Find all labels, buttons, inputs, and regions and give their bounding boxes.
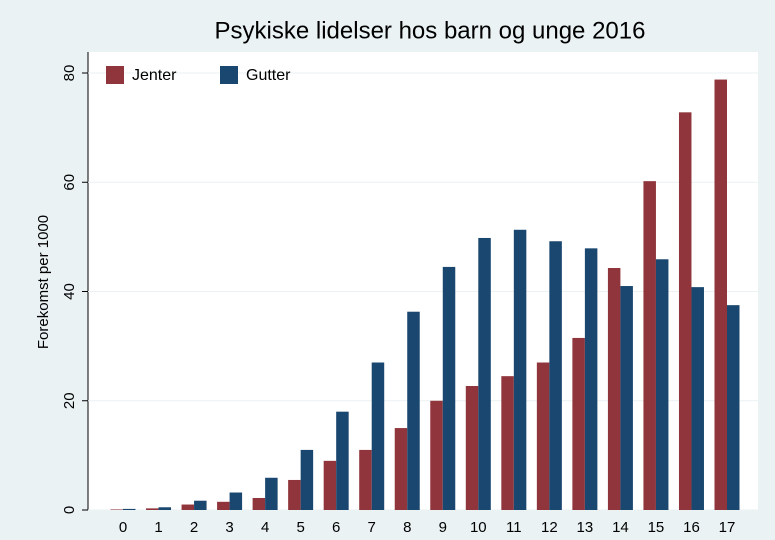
- y-tick-label: 0: [61, 506, 78, 514]
- x-tick-label: 9: [439, 519, 447, 536]
- bar: [513, 229, 527, 510]
- bar: [714, 79, 727, 511]
- bar: [158, 507, 172, 510]
- bar: [194, 500, 207, 510]
- x-tick-label: 12: [541, 519, 558, 536]
- bar: [229, 492, 243, 510]
- legend-swatch: [106, 66, 124, 84]
- legend-label: Gutter: [246, 67, 291, 84]
- y-tick-label: 80: [61, 65, 78, 82]
- bar: [394, 428, 408, 510]
- bar: [123, 508, 136, 510]
- x-tick-label: 4: [261, 519, 269, 536]
- y-tick-label: 40: [61, 283, 78, 300]
- bar: [359, 449, 372, 510]
- x-tick-label: 6: [332, 519, 340, 536]
- bar: [181, 504, 195, 510]
- bar: [549, 241, 562, 510]
- bar: [430, 400, 443, 510]
- bar: [478, 237, 491, 510]
- x-tick-label: 10: [470, 519, 487, 536]
- bar: [217, 501, 230, 510]
- y-tick-label: 20: [61, 392, 78, 409]
- bar: [336, 411, 349, 510]
- bar: [691, 287, 704, 510]
- x-tick-label: 7: [368, 519, 376, 536]
- x-tick-label: 17: [719, 519, 736, 536]
- y-axis-label: Forekomst per 1000: [35, 215, 52, 349]
- bar: [288, 479, 301, 510]
- bar: [620, 286, 633, 510]
- bar: [678, 112, 692, 510]
- bar: [300, 449, 314, 510]
- bar: [536, 362, 550, 510]
- x-tick-label: 14: [612, 519, 629, 536]
- bar: [265, 477, 278, 510]
- bar: [607, 268, 621, 510]
- x-tick-label: 0: [119, 519, 127, 536]
- bar: [643, 181, 656, 510]
- chart-title: Psykiske lidelser hos barn og unge 2016: [215, 17, 646, 44]
- bar: [465, 386, 479, 510]
- bar: [252, 497, 266, 510]
- bar: [323, 460, 337, 510]
- legend-swatch: [220, 66, 238, 84]
- x-tick-label: 5: [296, 519, 304, 536]
- y-tick-label: 60: [61, 174, 78, 191]
- x-tick-label: 1: [154, 519, 162, 536]
- bar: [584, 248, 598, 510]
- bar: [146, 508, 159, 510]
- x-tick-label: 2: [190, 519, 198, 536]
- x-tick-label: 13: [577, 519, 594, 536]
- x-tick-label: 15: [648, 519, 665, 536]
- bar: [572, 337, 585, 510]
- x-tick-label: 16: [683, 519, 700, 536]
- x-tick-label: 3: [225, 519, 233, 536]
- bar: [501, 376, 514, 510]
- x-tick-label: 8: [403, 519, 411, 536]
- x-tick-label: 11: [506, 519, 522, 536]
- bar: [407, 311, 420, 510]
- bar: [655, 259, 669, 510]
- bar: [371, 362, 385, 510]
- bar: [727, 305, 740, 510]
- bar: [442, 266, 456, 510]
- bar: [110, 509, 123, 510]
- legend-label: Jenter: [132, 67, 177, 84]
